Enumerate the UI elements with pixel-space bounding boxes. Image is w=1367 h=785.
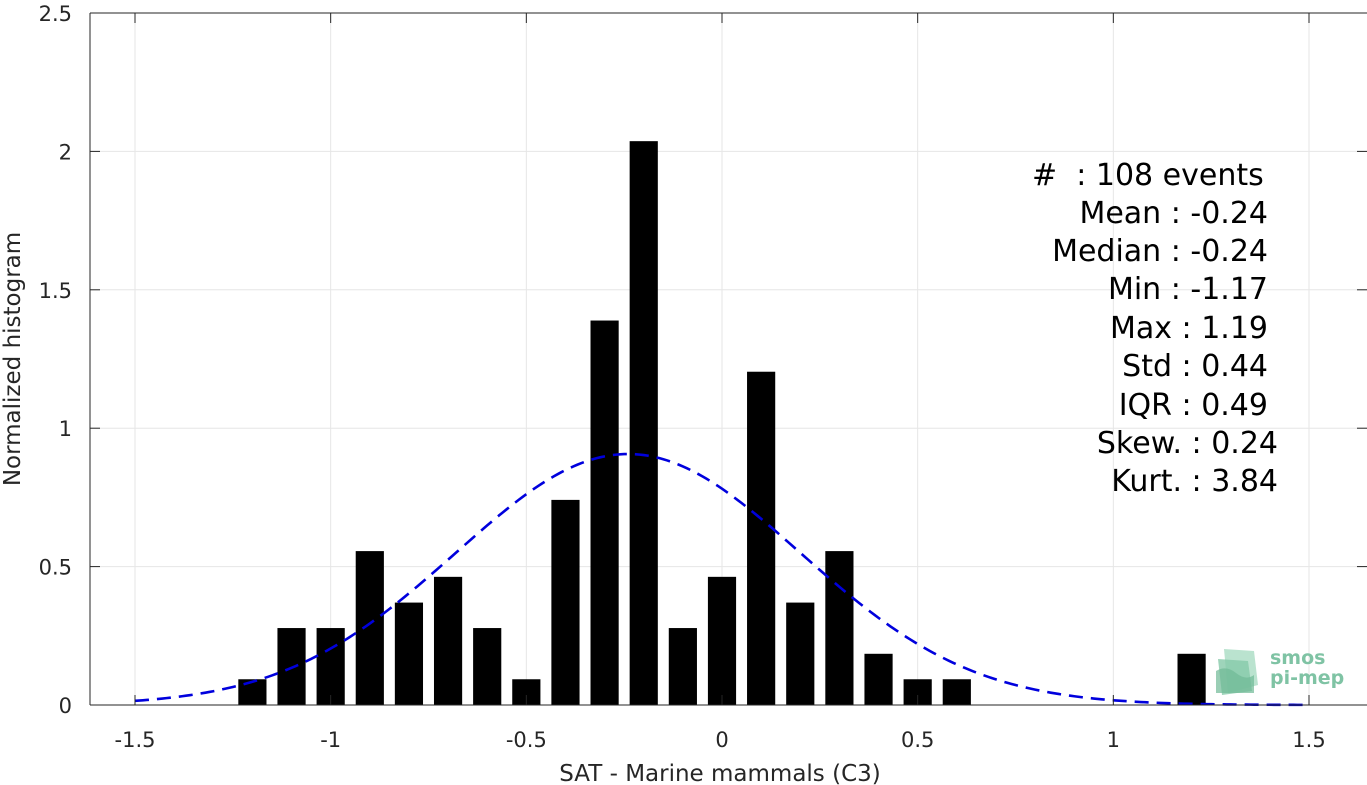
histogram-bar bbox=[668, 628, 697, 705]
stat-median: Median : -0.24 bbox=[1052, 234, 1268, 269]
y-tick-labels: 0 0.5 1 1.5 2 2.5 bbox=[39, 2, 72, 718]
stat-skew: Skew. : 0.24 bbox=[1096, 426, 1278, 461]
x-tick-label: 0.5 bbox=[901, 728, 934, 752]
y-tick-label: 0 bbox=[59, 694, 72, 718]
smos-pi-mep-logo: smos pi-mep bbox=[1214, 645, 1354, 697]
logo-line2: pi-mep bbox=[1270, 667, 1345, 689]
histogram-bar bbox=[590, 320, 619, 705]
histogram-bar bbox=[747, 371, 776, 705]
x-tick-label: 0 bbox=[715, 728, 728, 752]
y-tick-label: 2.5 bbox=[39, 2, 72, 26]
histogram-bar bbox=[355, 551, 384, 705]
stat-iqr: IQR : 0.49 bbox=[1118, 388, 1268, 423]
x-axis-label: SAT - Marine mammals (C3) bbox=[559, 761, 881, 785]
y-axis-label: Normalized histogram bbox=[0, 232, 26, 486]
histogram-bar bbox=[629, 141, 658, 706]
histogram-bar bbox=[786, 602, 815, 705]
histogram-bar bbox=[473, 628, 502, 705]
histogram-bar bbox=[551, 499, 580, 705]
y-tick-label: 2 bbox=[59, 140, 72, 164]
histogram-bar bbox=[238, 679, 267, 705]
stat-kurt: Kurt. : 3.84 bbox=[1111, 464, 1278, 499]
logo-wave-icon bbox=[1216, 649, 1258, 695]
stat-mean: Mean : -0.24 bbox=[1079, 196, 1268, 231]
axes-frame bbox=[89, 12, 1367, 706]
x-tick-label: -0.5 bbox=[506, 728, 547, 752]
histogram-bar bbox=[394, 602, 424, 705]
histogram-bar bbox=[433, 576, 463, 705]
histogram-bar bbox=[316, 628, 345, 705]
y-tick-label: 0.5 bbox=[39, 556, 72, 580]
x-tick-labels: -1.5 -1 -0.5 0 0.5 1 1.5 bbox=[115, 728, 1326, 752]
y-tick-label: 1.5 bbox=[39, 279, 72, 303]
stat-max: Max : 1.19 bbox=[1110, 311, 1268, 346]
stat-count: # : 108 events bbox=[1032, 158, 1264, 193]
histogram-bar bbox=[825, 551, 854, 705]
x-tick-label: 1.5 bbox=[1292, 728, 1325, 752]
logo-line1: smos bbox=[1270, 647, 1326, 669]
histogram-bar bbox=[1177, 653, 1206, 705]
stat-std: Std : 0.44 bbox=[1122, 349, 1268, 384]
histogram-bar bbox=[864, 653, 893, 705]
histogram-bar bbox=[707, 576, 737, 705]
stat-min: Min : -1.17 bbox=[1107, 272, 1268, 307]
x-tick-label: 1 bbox=[1107, 728, 1120, 752]
bars bbox=[238, 141, 1206, 706]
y-tick-label: 1 bbox=[59, 417, 72, 441]
x-tick-label: -1 bbox=[320, 728, 341, 752]
x-tick-label: -1.5 bbox=[115, 728, 156, 752]
histogram-bar bbox=[942, 679, 971, 705]
